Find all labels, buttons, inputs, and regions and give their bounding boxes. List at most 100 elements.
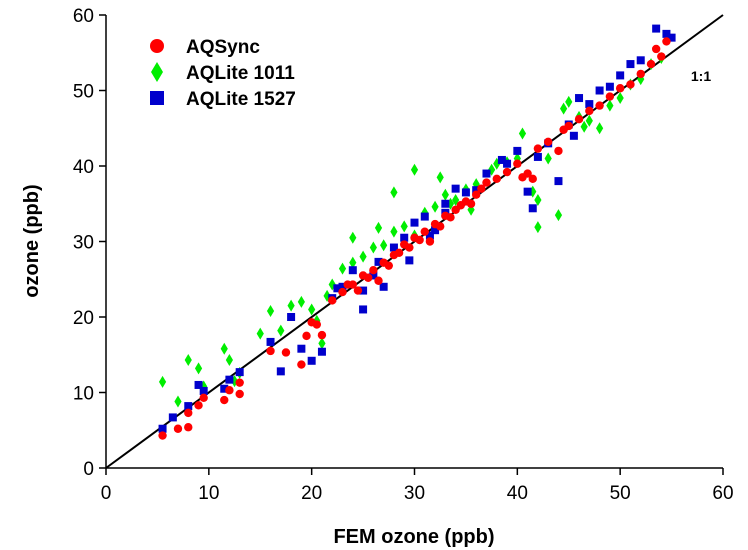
data-point xyxy=(616,92,624,105)
data-point xyxy=(158,375,167,388)
data-point xyxy=(662,29,671,38)
data-point xyxy=(364,273,373,282)
data-point xyxy=(564,121,573,131)
legend-marker xyxy=(150,91,164,105)
data-point xyxy=(425,237,435,246)
data-point xyxy=(220,395,229,405)
data-point xyxy=(441,199,450,208)
data-point xyxy=(359,250,367,263)
legend: AQSync AQLite 1011 AQLite 1527 xyxy=(150,37,296,110)
data-point xyxy=(405,256,414,265)
data-point xyxy=(369,271,378,280)
data-point xyxy=(431,200,439,213)
data-point xyxy=(158,431,167,440)
data-point xyxy=(276,367,285,376)
data-point xyxy=(492,174,501,184)
data-point xyxy=(482,178,491,187)
data-point xyxy=(574,114,584,124)
legend-label: AQSync xyxy=(186,37,260,58)
data-point xyxy=(410,163,419,176)
data-point xyxy=(482,169,491,178)
data-point xyxy=(420,212,429,221)
data-point xyxy=(646,59,656,69)
data-point xyxy=(266,337,275,346)
data-point xyxy=(374,257,383,266)
data-point xyxy=(174,395,182,408)
data-point xyxy=(652,24,661,33)
data-point xyxy=(657,52,666,61)
data-point xyxy=(472,190,481,199)
data-point xyxy=(667,33,676,42)
data-point xyxy=(235,368,244,377)
ticks: 0 10 20 30 40 50 60 0 10 20 30 40 50 60 xyxy=(73,6,734,504)
data-point xyxy=(277,324,285,337)
data-point xyxy=(596,122,604,135)
data-point xyxy=(503,159,512,168)
data-point xyxy=(374,221,383,234)
y-tick-label: 60 xyxy=(73,6,94,27)
data-point xyxy=(497,155,506,164)
data-point xyxy=(390,225,398,238)
data-point xyxy=(554,209,563,222)
data-point xyxy=(349,231,357,244)
data-point xyxy=(353,286,363,295)
data-points xyxy=(158,24,676,440)
data-point xyxy=(533,144,543,153)
y-tick-label: 30 xyxy=(73,233,94,254)
data-point xyxy=(317,347,326,356)
data-point xyxy=(359,305,368,314)
data-point xyxy=(256,327,264,340)
data-point xyxy=(266,346,275,356)
legend-marker xyxy=(151,62,163,82)
data-point xyxy=(636,69,645,79)
data-point xyxy=(626,80,635,89)
series-circle xyxy=(158,37,671,440)
data-point xyxy=(595,101,604,110)
data-point xyxy=(518,127,527,140)
data-point xyxy=(194,380,203,389)
data-point xyxy=(338,287,347,297)
data-point xyxy=(605,82,614,91)
data-point xyxy=(194,362,203,375)
data-point xyxy=(554,177,563,186)
data-point xyxy=(565,95,573,108)
data-point xyxy=(544,152,552,165)
data-point xyxy=(452,193,460,206)
data-point xyxy=(184,423,193,432)
data-point xyxy=(472,186,481,195)
data-point xyxy=(235,389,244,399)
data-point xyxy=(359,286,368,295)
data-point xyxy=(662,37,671,46)
x-tick-label: 50 xyxy=(610,483,631,504)
data-point xyxy=(369,241,377,254)
data-point xyxy=(318,337,326,350)
reference-line-label: 1:1 xyxy=(691,68,711,84)
data-point xyxy=(297,344,306,353)
y-tick-label: 20 xyxy=(73,308,94,329)
data-point xyxy=(606,99,614,112)
data-point xyxy=(528,174,537,184)
data-point xyxy=(477,184,486,193)
data-point xyxy=(199,386,208,395)
data-point xyxy=(626,60,635,69)
data-point xyxy=(461,188,470,197)
data-point xyxy=(220,342,228,355)
data-point xyxy=(184,354,192,367)
data-point xyxy=(348,280,357,289)
x-tick-label: 0 xyxy=(101,483,112,504)
data-point xyxy=(446,197,455,210)
data-point xyxy=(281,348,291,357)
data-point xyxy=(533,152,542,161)
data-point xyxy=(307,356,316,365)
y-tick-label: 10 xyxy=(73,384,94,405)
data-point xyxy=(585,100,594,109)
data-point xyxy=(338,262,347,275)
data-point xyxy=(348,266,357,275)
data-point xyxy=(595,86,604,95)
data-point xyxy=(523,187,532,196)
data-point xyxy=(585,114,593,127)
data-point xyxy=(529,185,537,198)
data-point xyxy=(466,199,476,208)
data-point xyxy=(436,222,445,231)
data-point xyxy=(199,393,208,402)
